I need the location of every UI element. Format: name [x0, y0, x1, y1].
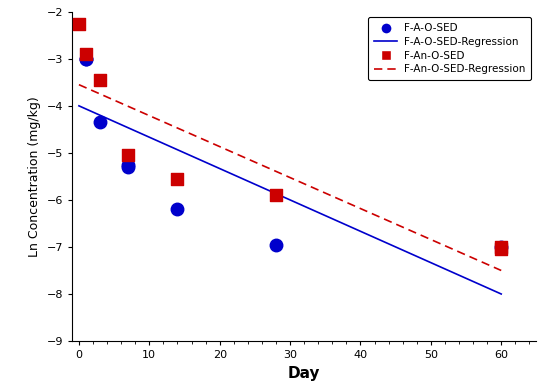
Point: [124, 152, 133, 158]
Point: [497, 244, 505, 250]
Point: [96, 77, 105, 83]
Point: [124, 162, 133, 168]
Point: [75, 20, 84, 27]
Point: [272, 192, 280, 198]
Point: [173, 206, 182, 212]
Point: [124, 164, 133, 170]
Point: [272, 241, 280, 248]
Point: [173, 176, 182, 182]
Point: [81, 56, 90, 62]
Point: [81, 51, 90, 57]
Point: [497, 244, 505, 250]
Point: [81, 56, 90, 62]
Legend: F-A-O-SED, F-A-O-SED-Regression, F-An-O-SED, F-An-O-SED-Regression: F-A-O-SED, F-A-O-SED-Regression, F-An-O-…: [368, 17, 531, 80]
Point: [96, 119, 105, 125]
Point: [497, 246, 505, 252]
Y-axis label: Ln Concentration (mg/kg): Ln Concentration (mg/kg): [28, 96, 41, 257]
X-axis label: Day: Day: [288, 366, 320, 381]
